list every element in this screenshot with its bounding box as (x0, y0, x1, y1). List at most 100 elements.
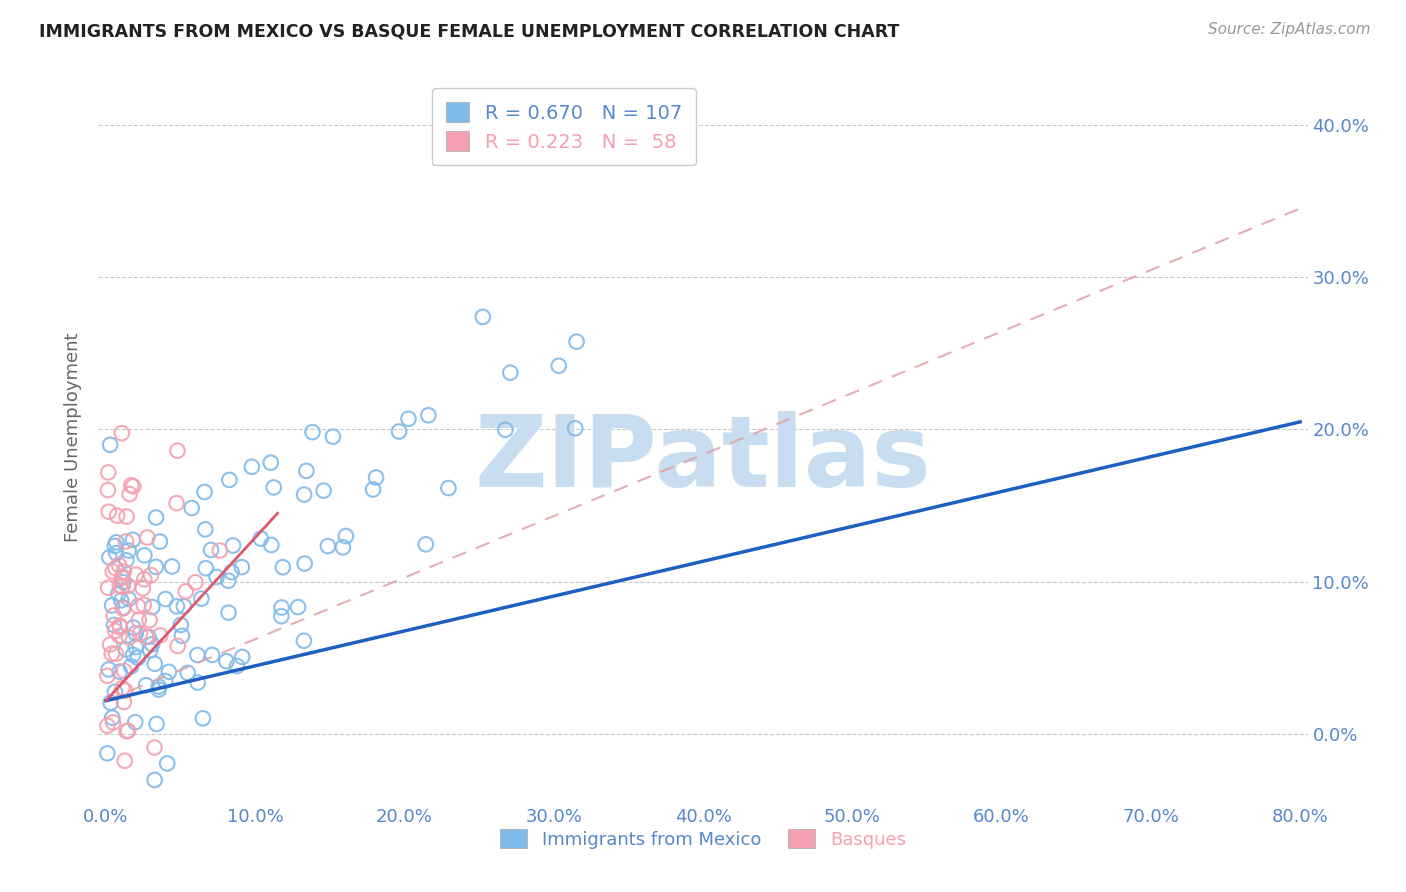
Point (166, 496, 188, 510)
Point (184, 575, 207, 590)
Point (97, 505, 120, 519)
Point (295, 464, 318, 478)
Point (134, 572, 156, 586)
Point (494, 423, 516, 437)
Point (205, 570, 228, 584)
Point (166, 639, 188, 653)
Point (176, 665, 198, 680)
Point (292, 633, 315, 648)
Point (149, 628, 172, 642)
Point (143, 772, 166, 787)
Point (114, 754, 136, 768)
Point (270, 609, 292, 624)
Point (108, 629, 131, 643)
Point (143, 657, 166, 671)
Point (110, 593, 132, 607)
Y-axis label: Female Unemployment: Female Unemployment (65, 333, 83, 541)
Point (231, 560, 253, 574)
Point (364, 470, 387, 484)
Point (547, 359, 569, 373)
Point (112, 575, 135, 590)
Point (187, 675, 209, 690)
Point (118, 591, 141, 606)
Point (96, 669, 118, 683)
Point (124, 715, 146, 730)
Point (101, 565, 124, 579)
Point (97, 662, 120, 676)
Point (292, 487, 315, 501)
Point (166, 599, 188, 614)
Point (200, 543, 222, 558)
Point (115, 509, 138, 524)
Point (174, 584, 197, 599)
Point (193, 485, 215, 500)
Point (138, 613, 160, 627)
Point (170, 629, 193, 643)
Point (249, 532, 271, 546)
Point (437, 481, 460, 495)
Point (101, 711, 124, 725)
Point (564, 421, 586, 435)
Point (332, 541, 354, 555)
Point (111, 426, 134, 441)
Point (218, 606, 240, 620)
Point (231, 649, 253, 664)
Point (103, 608, 125, 623)
Point (217, 574, 239, 588)
Point (153, 673, 176, 688)
Point (127, 599, 149, 613)
Point (108, 665, 131, 679)
Point (120, 659, 142, 673)
Point (260, 456, 283, 470)
Point (105, 647, 128, 661)
Point (136, 531, 159, 545)
Point (145, 560, 167, 574)
Point (155, 592, 177, 607)
Point (222, 539, 245, 553)
Point (149, 534, 172, 549)
Point (418, 409, 440, 423)
Point (128, 613, 150, 627)
Point (201, 648, 224, 662)
Point (215, 654, 238, 668)
Point (312, 483, 335, 498)
Point (148, 680, 170, 694)
Point (115, 642, 138, 657)
Point (124, 640, 146, 654)
Point (361, 483, 384, 497)
Point (101, 647, 124, 661)
Point (145, 717, 167, 731)
Point (139, 643, 162, 657)
Point (263, 480, 285, 494)
Point (287, 600, 309, 615)
Point (114, 683, 136, 698)
Point (138, 630, 160, 644)
Point (316, 539, 339, 553)
Point (97, 581, 120, 595)
Point (100, 696, 122, 710)
Point (115, 553, 138, 567)
Point (122, 648, 145, 662)
Point (157, 665, 180, 679)
Point (335, 529, 357, 543)
Point (112, 565, 135, 579)
Point (111, 600, 134, 615)
Point (135, 630, 157, 644)
Point (135, 678, 157, 692)
Point (226, 659, 249, 673)
Point (565, 334, 588, 349)
Point (108, 558, 131, 572)
Point (98, 550, 121, 565)
Point (294, 557, 316, 571)
Point (471, 310, 494, 324)
Point (101, 599, 124, 613)
Point (111, 570, 134, 584)
Point (186, 648, 208, 662)
Point (97, 483, 120, 497)
Point (301, 425, 323, 439)
Point (145, 510, 167, 524)
Point (104, 624, 127, 638)
Text: ZIPatlas: ZIPatlas (475, 410, 931, 508)
Point (101, 715, 124, 730)
Point (166, 443, 188, 458)
